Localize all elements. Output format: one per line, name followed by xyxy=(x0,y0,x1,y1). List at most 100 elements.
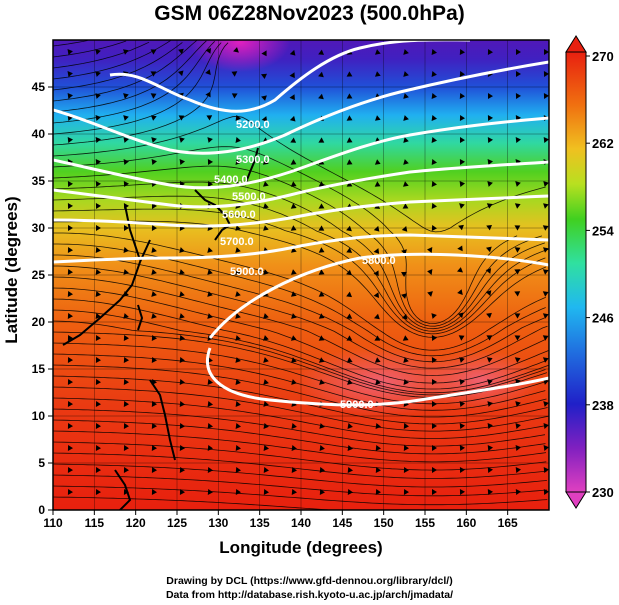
wind-arrowhead xyxy=(207,181,213,187)
wind-arrowhead xyxy=(375,423,381,429)
wind-arrowhead xyxy=(290,203,297,209)
wind-arrowhead xyxy=(205,48,211,54)
wind-arrowhead xyxy=(178,115,185,121)
wind-arrowhead xyxy=(235,335,241,341)
wind-arrowhead xyxy=(95,379,101,385)
colorbar-tick-label: 230 xyxy=(592,485,614,500)
wind-arrowhead xyxy=(487,379,493,385)
wind-arrowhead xyxy=(95,181,101,187)
wind-arrowhead xyxy=(207,313,213,319)
wind-arrowhead xyxy=(487,467,493,473)
japan-honshu xyxy=(244,147,259,186)
contour-label: 5500.0 xyxy=(232,191,266,203)
wind-arrowhead xyxy=(179,269,185,275)
wind-arrowhead xyxy=(346,247,353,253)
wind-arrowhead xyxy=(235,291,241,297)
map-plot-area: 5200.0 5300.0 5400.0 5500.0 5600.0 5700.… xyxy=(53,40,549,510)
wind-arrowhead xyxy=(346,291,352,298)
credit-data: Data from http://database.rish.kyoto-u.a… xyxy=(165,589,454,601)
wind-arrowhead xyxy=(459,159,465,165)
geopotential-contours xyxy=(53,40,549,407)
wind-arrowhead xyxy=(261,50,267,57)
wind-arrowhead xyxy=(459,71,465,77)
streamline xyxy=(53,42,229,146)
wind-arrowhead xyxy=(95,269,101,275)
wind-arrowhead xyxy=(123,313,129,319)
wind-arrowhead xyxy=(95,93,101,99)
wind-arrowhead xyxy=(289,94,295,101)
streamline xyxy=(53,181,546,330)
wind-arrowhead xyxy=(457,312,464,319)
wind-arrowhead xyxy=(178,48,184,55)
wind-arrowhead xyxy=(403,379,409,385)
wind-arrowhead xyxy=(318,357,325,363)
contour-label: 5200.0 xyxy=(236,119,270,131)
wind-arrowhead xyxy=(403,93,409,99)
wind-arrowhead xyxy=(95,357,101,363)
wind-arrowhead xyxy=(235,159,241,165)
cold-core-blob xyxy=(190,40,290,72)
wind-arrowhead xyxy=(151,401,157,407)
wind-arrowhead xyxy=(515,423,521,429)
y-tick-label: 20 xyxy=(32,315,46,329)
wind-arrowhead xyxy=(542,335,549,341)
wind-arrowhead xyxy=(67,137,73,143)
y-tick-label: 45 xyxy=(32,80,46,94)
philippines-outline xyxy=(149,379,176,461)
wind-arrowhead xyxy=(459,357,465,363)
wind-arrowhead xyxy=(67,269,73,275)
streamline xyxy=(53,331,548,398)
contour-label: 5800.0 xyxy=(362,255,396,267)
wind-arrowhead xyxy=(347,379,353,385)
wind-arrowhead xyxy=(347,423,353,429)
streamline xyxy=(53,40,207,113)
wind-arrowhead xyxy=(291,247,297,253)
wind-arrowhead xyxy=(459,401,465,407)
wind-arrowhead xyxy=(375,379,381,385)
wind-arrowhead xyxy=(95,203,101,209)
wind-arrowhead xyxy=(123,357,129,363)
streamline xyxy=(53,243,546,357)
wind-arrowhead xyxy=(427,269,433,275)
wind-arrowhead xyxy=(486,225,492,231)
wind-arrowhead xyxy=(263,489,269,495)
wind-arrowhead xyxy=(263,203,269,209)
streamline xyxy=(53,41,150,69)
wind-arrowhead xyxy=(432,379,437,385)
wind-arrowhead xyxy=(319,489,325,495)
streamline xyxy=(53,309,549,394)
wind-arrowhead xyxy=(543,401,549,407)
wind-arrowhead xyxy=(123,467,129,473)
wind-arrowhead xyxy=(318,291,325,297)
wind-arrowhead xyxy=(486,335,493,341)
wind-arrowhead xyxy=(179,489,185,495)
wind-arrowhead xyxy=(179,423,185,429)
streamline xyxy=(53,146,518,325)
wind-arrowhead xyxy=(263,357,269,363)
wind-arrowhead xyxy=(123,269,129,275)
axis-ticks: 110 115 120 125 130 135 140 145 150 155 160 165 0 5 10… xyxy=(32,80,518,530)
wind-arrowhead xyxy=(67,93,73,99)
wind-arrowhead xyxy=(403,159,409,165)
wind-arrowhead xyxy=(67,115,73,121)
wind-arrowhead xyxy=(514,357,521,363)
wind-arrowhead xyxy=(432,467,437,473)
wind-arrowhead xyxy=(346,159,353,165)
wind-arrowhead xyxy=(514,335,521,341)
wind-arrowhead xyxy=(487,401,493,407)
wind-arrowhead xyxy=(543,423,549,429)
streamline xyxy=(53,397,545,439)
wind-arrowhead xyxy=(543,71,549,77)
wind-arrowhead xyxy=(263,313,269,319)
wind-arrowhead xyxy=(207,159,213,165)
streamline xyxy=(53,287,549,384)
wind-arrowhead xyxy=(151,445,157,451)
wind-arrowhead xyxy=(179,357,185,363)
contour-5700 xyxy=(53,233,549,264)
y-tick-label: 10 xyxy=(32,409,46,423)
wind-arrowhead xyxy=(403,467,409,473)
streamline xyxy=(53,408,546,447)
wind-arrowhead xyxy=(515,181,521,187)
wind-arrowhead xyxy=(319,445,325,451)
wind-arrowhead xyxy=(375,115,381,121)
